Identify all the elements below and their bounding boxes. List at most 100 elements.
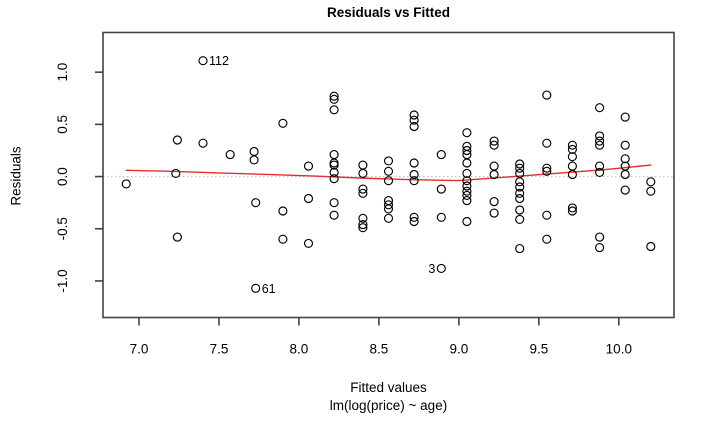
data-point <box>409 176 419 186</box>
data-point <box>358 213 368 223</box>
data-point <box>462 186 472 196</box>
data-point <box>409 212 419 222</box>
data-point <box>171 168 181 178</box>
data-point <box>515 205 525 215</box>
y-tick-label: 0.0 <box>55 167 70 186</box>
plot-box <box>102 31 675 319</box>
data-point <box>278 234 288 244</box>
data-point <box>383 176 394 186</box>
data-point <box>595 161 605 171</box>
data-point <box>249 155 259 165</box>
data-point <box>567 152 577 162</box>
data-point <box>409 158 419 168</box>
y-tick-label: -1.0 <box>55 269 70 292</box>
data-point <box>515 163 525 173</box>
data-point <box>358 223 368 233</box>
data-point <box>595 103 605 113</box>
data-point <box>249 146 259 157</box>
data-point <box>595 232 605 242</box>
data-point <box>620 140 630 150</box>
data-point <box>462 190 472 200</box>
data-point <box>329 160 339 170</box>
data-point <box>198 138 208 148</box>
data-point <box>542 90 552 100</box>
data-point <box>620 185 630 195</box>
data-point <box>595 136 605 146</box>
data-point <box>646 186 656 196</box>
data-point <box>409 216 419 227</box>
data-point <box>409 115 419 125</box>
data-point <box>121 179 131 189</box>
data-point <box>436 212 446 222</box>
data-point <box>278 206 288 216</box>
data-point <box>303 161 314 171</box>
data-point <box>462 181 472 191</box>
data-point <box>567 140 577 150</box>
data-point <box>489 169 499 180</box>
y-tick-label: -0.5 <box>55 217 70 240</box>
data-point <box>489 136 499 146</box>
data-point <box>358 220 368 230</box>
x-tick-label: 9.5 <box>529 342 548 357</box>
data-point <box>595 243 605 253</box>
x-axis-label: Fitted values <box>350 380 427 395</box>
data-point <box>358 168 368 178</box>
data-point <box>329 198 339 208</box>
data-point <box>436 150 446 160</box>
outlier-point <box>198 56 208 66</box>
data-point <box>329 94 339 104</box>
y-tick-label: 1.0 <box>55 63 70 82</box>
data-point <box>225 150 235 160</box>
x-tick-label: 7.0 <box>130 342 149 357</box>
data-point <box>329 105 339 115</box>
data-point <box>542 210 552 220</box>
data-point <box>329 174 339 184</box>
y-tick-label: 0.5 <box>55 115 70 134</box>
data-point <box>462 145 472 156</box>
data-point <box>462 168 472 178</box>
data-point <box>646 241 656 252</box>
data-point <box>595 131 605 141</box>
data-point <box>620 112 630 122</box>
data-point <box>515 244 525 254</box>
x-tick-label: 7.5 <box>210 342 229 357</box>
data-point <box>303 193 314 204</box>
data-point <box>409 110 419 120</box>
data-point <box>303 238 314 248</box>
data-point <box>620 169 630 180</box>
data-point <box>329 150 339 160</box>
data-point <box>383 200 394 210</box>
outlier-label: 112 <box>209 54 229 68</box>
data-point <box>383 213 394 223</box>
data-point <box>567 169 577 180</box>
data-point <box>329 91 339 101</box>
outlier-point <box>436 263 446 273</box>
data-point <box>462 216 472 227</box>
data-point <box>462 196 472 206</box>
data-point <box>515 177 525 187</box>
data-point <box>409 121 419 132</box>
data-point <box>620 154 630 164</box>
data-point <box>278 118 288 128</box>
x-tick-label: 10.0 <box>606 342 632 357</box>
data-point <box>515 182 525 192</box>
data-point <box>542 138 552 148</box>
x-tick-label: 8.0 <box>290 342 309 357</box>
data-point <box>172 135 182 145</box>
data-point <box>567 203 577 213</box>
x-tick-label: 8.5 <box>370 342 389 357</box>
data-point <box>515 214 525 224</box>
data-point <box>489 140 499 150</box>
outlier-label: 61 <box>262 282 276 296</box>
x-tick-label: 9.0 <box>449 342 468 357</box>
data-point <box>595 140 605 150</box>
data-point <box>567 144 577 154</box>
data-point <box>329 210 339 220</box>
data-point <box>462 158 472 168</box>
data-point <box>383 204 394 214</box>
smoother-line <box>125 164 652 182</box>
data-point <box>172 232 182 242</box>
plot-title: Residuals vs Fitted <box>326 5 451 20</box>
data-point <box>489 161 499 171</box>
